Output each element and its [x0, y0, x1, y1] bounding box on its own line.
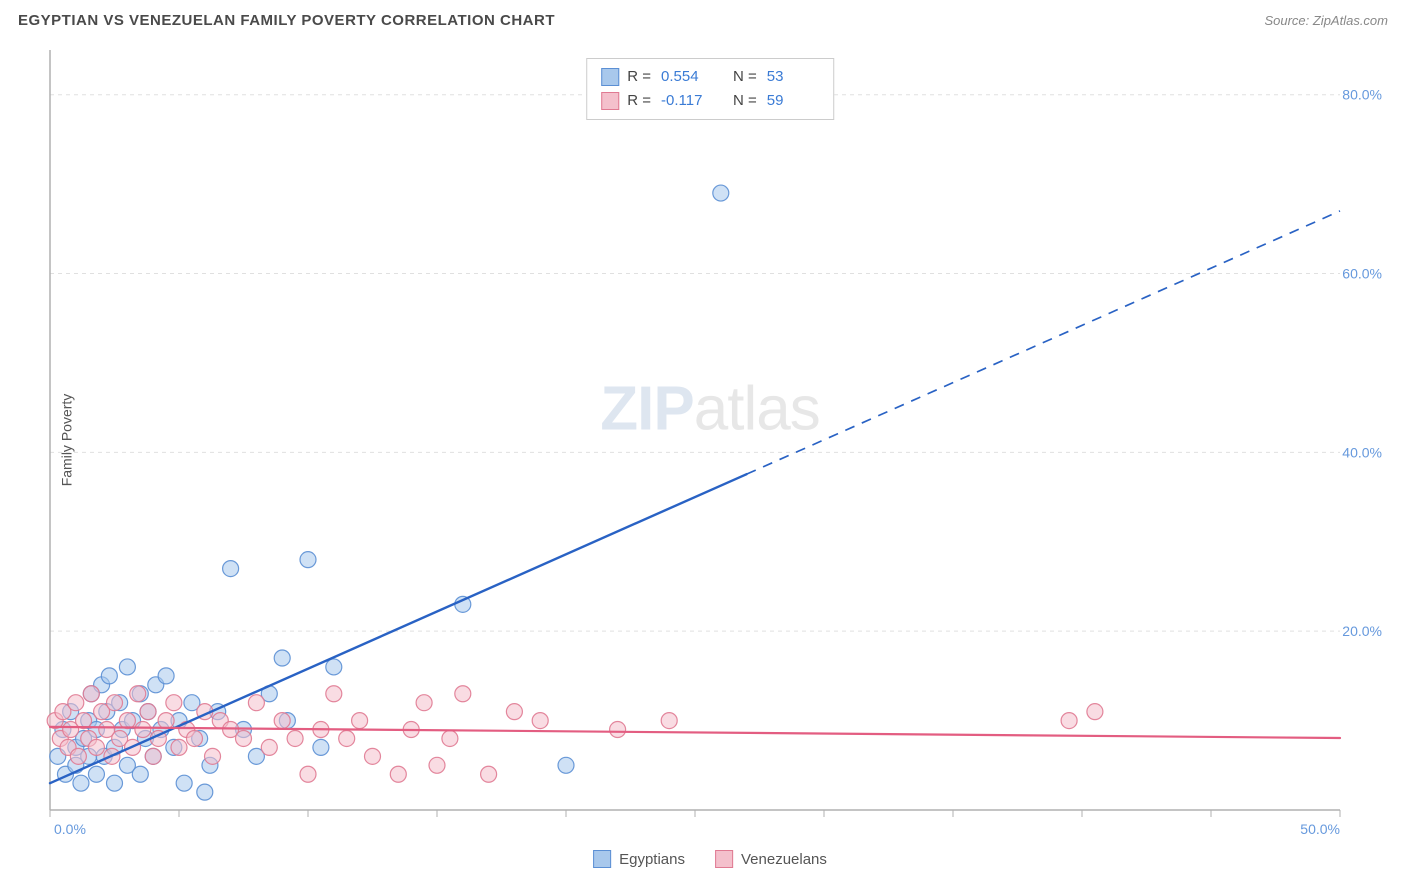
scatter-point [186, 730, 202, 746]
trend-line-solid [50, 474, 747, 783]
chart-title: EGYPTIAN VS VENEZUELAN FAMILY POVERTY CO… [18, 12, 555, 29]
scatter-point [274, 650, 290, 666]
stats-row: R = -0.117 N = 59 [601, 89, 819, 113]
y-tick-label: 80.0% [1342, 87, 1382, 103]
series-legend: Egyptians Venezuelans [593, 850, 827, 868]
legend-label: Venezuelans [741, 851, 827, 868]
scatter-point [158, 713, 174, 729]
r-label: R = [627, 89, 651, 113]
scatter-point [132, 766, 148, 782]
scatter-point [140, 704, 156, 720]
x-tick-label: 0.0% [54, 821, 86, 837]
scatter-point [429, 757, 445, 773]
scatter-point [506, 704, 522, 720]
scatter-point [558, 757, 574, 773]
scatter-point [145, 748, 161, 764]
stats-legend: R = 0.554 N = 53 R = -0.117 N = 59 [586, 58, 834, 120]
scatter-point [1087, 704, 1103, 720]
scatter-point [390, 766, 406, 782]
scatter-point [107, 775, 123, 791]
scatter-point [68, 695, 84, 711]
r-value: -0.117 [661, 89, 713, 113]
scatter-point [236, 730, 252, 746]
scatter-point [158, 668, 174, 684]
legend-item: Egyptians [593, 850, 685, 868]
scatter-point [365, 748, 381, 764]
legend-label: Egyptians [619, 851, 685, 868]
scatter-point [119, 713, 135, 729]
legend-swatch [593, 850, 611, 868]
scatter-point [223, 561, 239, 577]
scatter-point [166, 695, 182, 711]
scatter-point [261, 739, 277, 755]
scatter-point [287, 730, 303, 746]
scatter-point [1061, 713, 1077, 729]
scatter-point [300, 552, 316, 568]
n-value: 59 [767, 89, 819, 113]
r-value: 0.554 [661, 65, 713, 89]
scatter-point [339, 730, 355, 746]
scatter-plot: 20.0%40.0%60.0%80.0%0.0%50.0% [50, 50, 1340, 810]
scatter-point [119, 659, 135, 675]
scatter-point [455, 686, 471, 702]
scatter-point [70, 748, 86, 764]
scatter-point [176, 775, 192, 791]
y-tick-label: 40.0% [1342, 444, 1382, 460]
scatter-point [442, 730, 458, 746]
scatter-point [248, 695, 264, 711]
x-tick-label: 50.0% [1300, 821, 1340, 837]
source-name: ZipAtlas.com [1313, 13, 1388, 28]
n-label: N = [733, 65, 757, 89]
y-tick-label: 60.0% [1342, 266, 1382, 282]
scatter-point [107, 695, 123, 711]
scatter-point [713, 185, 729, 201]
scatter-point [83, 686, 99, 702]
source-attribution: Source: ZipAtlas.com [1264, 13, 1388, 28]
scatter-point [661, 713, 677, 729]
scatter-point [610, 722, 626, 738]
scatter-point [101, 668, 117, 684]
scatter-point [326, 686, 342, 702]
scatter-point [313, 739, 329, 755]
scatter-point [88, 739, 104, 755]
y-tick-label: 20.0% [1342, 623, 1382, 639]
legend-swatch [715, 850, 733, 868]
scatter-point [326, 659, 342, 675]
n-value: 53 [767, 65, 819, 89]
source-prefix: Source: [1264, 13, 1312, 28]
scatter-point [73, 775, 89, 791]
legend-swatch [601, 68, 619, 86]
header-bar: EGYPTIAN VS VENEZUELAN FAMILY POVERTY CO… [18, 12, 1388, 29]
scatter-point [532, 713, 548, 729]
scatter-point [205, 748, 221, 764]
scatter-point [135, 722, 151, 738]
n-label: N = [733, 89, 757, 113]
stats-row: R = 0.554 N = 53 [601, 65, 819, 89]
scatter-point [130, 686, 146, 702]
scatter-point [88, 766, 104, 782]
scatter-point [300, 766, 316, 782]
scatter-point [481, 766, 497, 782]
r-label: R = [627, 65, 651, 89]
legend-swatch [601, 92, 619, 110]
scatter-point [352, 713, 368, 729]
scatter-point [171, 739, 187, 755]
scatter-point [416, 695, 432, 711]
legend-item: Venezuelans [715, 850, 827, 868]
scatter-point [274, 713, 290, 729]
trend-line-dashed [747, 211, 1340, 474]
plot-container: Family Poverty ZIPatlas 20.0%40.0%60.0%8… [50, 50, 1370, 830]
scatter-point [197, 784, 213, 800]
